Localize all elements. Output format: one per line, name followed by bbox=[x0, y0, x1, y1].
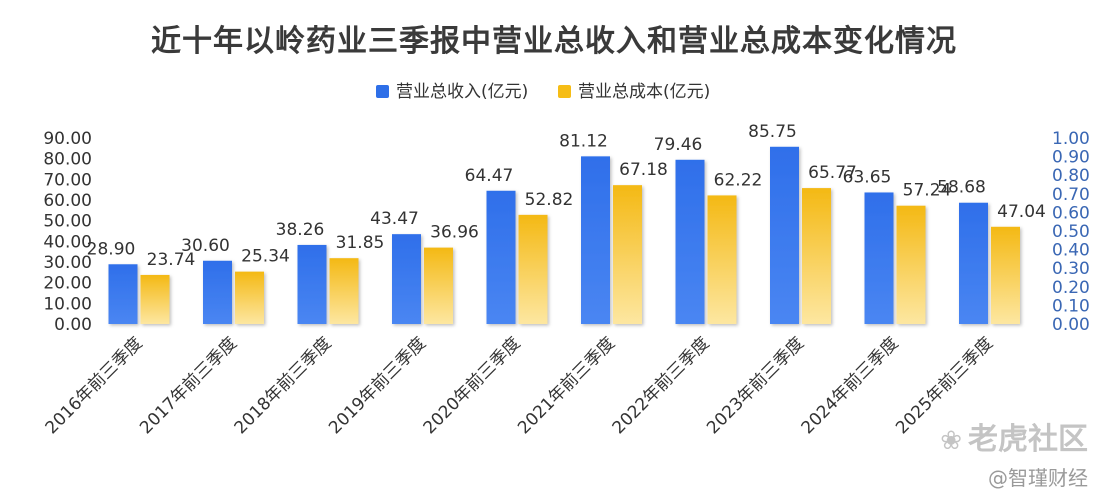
y2-tick-label: 0.30 bbox=[1052, 259, 1090, 279]
legend-swatch-2 bbox=[558, 85, 571, 98]
data-label-cost: 47.04 bbox=[997, 202, 1046, 222]
data-label-revenue: 79.46 bbox=[654, 135, 703, 155]
watermark-tiger-text: 老虎社区 bbox=[968, 422, 1088, 457]
y2-tick-label: 0.90 bbox=[1052, 148, 1090, 168]
y2-tick-label: 0.70 bbox=[1052, 185, 1090, 205]
bar-cost bbox=[707, 195, 737, 324]
x-tick-label: 2021年前三季度 bbox=[514, 333, 619, 438]
watermark-logo: ❀ 老虎社区 bbox=[940, 414, 1088, 458]
paw-icon: ❀ bbox=[940, 426, 962, 456]
x-tick-label: 2017年前三季度 bbox=[136, 333, 241, 438]
bar-revenue bbox=[770, 146, 799, 324]
y2-tick-label: 0.50 bbox=[1052, 222, 1090, 242]
data-label-revenue: 43.47 bbox=[370, 209, 419, 229]
x-axis-labels: 2016年前三季度2017年前三季度2018年前三季度2019年前三季度2020… bbox=[42, 333, 997, 438]
bar-revenue bbox=[864, 192, 894, 324]
legend-label-2: 营业总成本(亿元) bbox=[578, 82, 710, 102]
y2-tick-label: 0.20 bbox=[1052, 278, 1090, 298]
data-label-cost: 36.96 bbox=[430, 223, 479, 243]
data-label-revenue: 85.75 bbox=[748, 122, 797, 142]
x-tick-label: 2024年前三季度 bbox=[798, 333, 903, 438]
bar-cost bbox=[518, 214, 548, 324]
x-tick-label: 2018年前三季度 bbox=[231, 333, 336, 438]
bars bbox=[108, 146, 1020, 324]
bar-revenue bbox=[486, 190, 516, 324]
bar-cost bbox=[802, 188, 831, 324]
data-label-cost: 65.77 bbox=[808, 163, 857, 183]
bar-revenue bbox=[297, 244, 327, 324]
bar-cost bbox=[235, 271, 264, 324]
y-tick-label: 60.00 bbox=[43, 191, 92, 211]
data-label-revenue: 81.12 bbox=[559, 131, 608, 151]
bar-revenue bbox=[675, 159, 705, 324]
x-tick-label: 2022年前三季度 bbox=[609, 333, 714, 438]
x-tick-label: 2020年前三季度 bbox=[420, 333, 525, 438]
data-label-cost: 67.18 bbox=[619, 160, 668, 180]
data-label-revenue: 30.60 bbox=[181, 236, 230, 256]
bar-revenue bbox=[959, 202, 988, 324]
data-label-cost: 57.24 bbox=[903, 181, 952, 201]
data-label-cost: 23.74 bbox=[147, 250, 196, 270]
data-label-revenue: 63.65 bbox=[843, 167, 892, 187]
y2-tick-label: 0.40 bbox=[1052, 241, 1090, 261]
x-tick-label: 2023年前三季度 bbox=[703, 333, 808, 438]
chart-title: 近十年以岭药业三季报中营业总收入和营业总成本变化情况 bbox=[151, 24, 957, 59]
y-tick-label: 0.00 bbox=[54, 315, 92, 335]
bar-cost bbox=[613, 185, 642, 324]
y2-tick-label: 0.80 bbox=[1052, 166, 1090, 186]
y2-tick-label: 0.00 bbox=[1052, 315, 1090, 335]
y-tick-label: 90.00 bbox=[43, 129, 92, 149]
legend-label-1: 营业总收入(亿元) bbox=[396, 82, 528, 102]
legend-swatch-1 bbox=[376, 85, 389, 98]
y2-tick-label: 0.60 bbox=[1052, 203, 1090, 223]
bar-cost bbox=[424, 247, 453, 324]
data-label-cost: 25.34 bbox=[241, 247, 290, 267]
y-tick-label: 20.00 bbox=[43, 274, 92, 294]
y-tick-label: 80.00 bbox=[43, 150, 92, 170]
watermark-author: @智瑾财经 bbox=[988, 466, 1088, 490]
y-tick-label: 40.00 bbox=[43, 232, 92, 252]
x-tick-label: 2016年前三季度 bbox=[42, 333, 147, 438]
bar-cost bbox=[991, 226, 1020, 324]
y-axis-left: 0.0010.0020.0030.0040.0050.0060.0070.008… bbox=[43, 129, 92, 335]
data-label-revenue: 28.90 bbox=[87, 239, 136, 259]
bar-revenue bbox=[203, 260, 232, 324]
y-tick-label: 50.00 bbox=[43, 212, 92, 232]
y2-tick-label: 0.10 bbox=[1052, 296, 1090, 316]
data-label-revenue: 64.47 bbox=[465, 166, 514, 186]
data-label-cost: 31.85 bbox=[336, 233, 385, 253]
bar-revenue bbox=[108, 264, 138, 324]
data-label-cost: 62.22 bbox=[714, 170, 763, 190]
y2-tick-label: 1.00 bbox=[1052, 129, 1090, 149]
bar-cost bbox=[140, 274, 170, 324]
bar-cost bbox=[329, 258, 359, 324]
legend: 营业总收入(亿元) 营业总成本(亿元) bbox=[376, 82, 710, 102]
data-label-revenue: 38.26 bbox=[276, 220, 325, 240]
bar-revenue bbox=[581, 156, 610, 324]
y-axis-right: 0.000.100.200.300.400.500.600.700.800.90… bbox=[1052, 129, 1090, 335]
data-label-cost: 52.82 bbox=[525, 190, 574, 210]
y-tick-label: 70.00 bbox=[43, 170, 92, 190]
bar-cost bbox=[896, 205, 926, 324]
x-tick-label: 2019年前三季度 bbox=[325, 333, 430, 438]
y-tick-label: 10.00 bbox=[43, 294, 92, 314]
data-label-revenue: 58.68 bbox=[937, 178, 986, 198]
bar-revenue bbox=[392, 234, 421, 324]
y-tick-label: 30.00 bbox=[43, 253, 92, 273]
